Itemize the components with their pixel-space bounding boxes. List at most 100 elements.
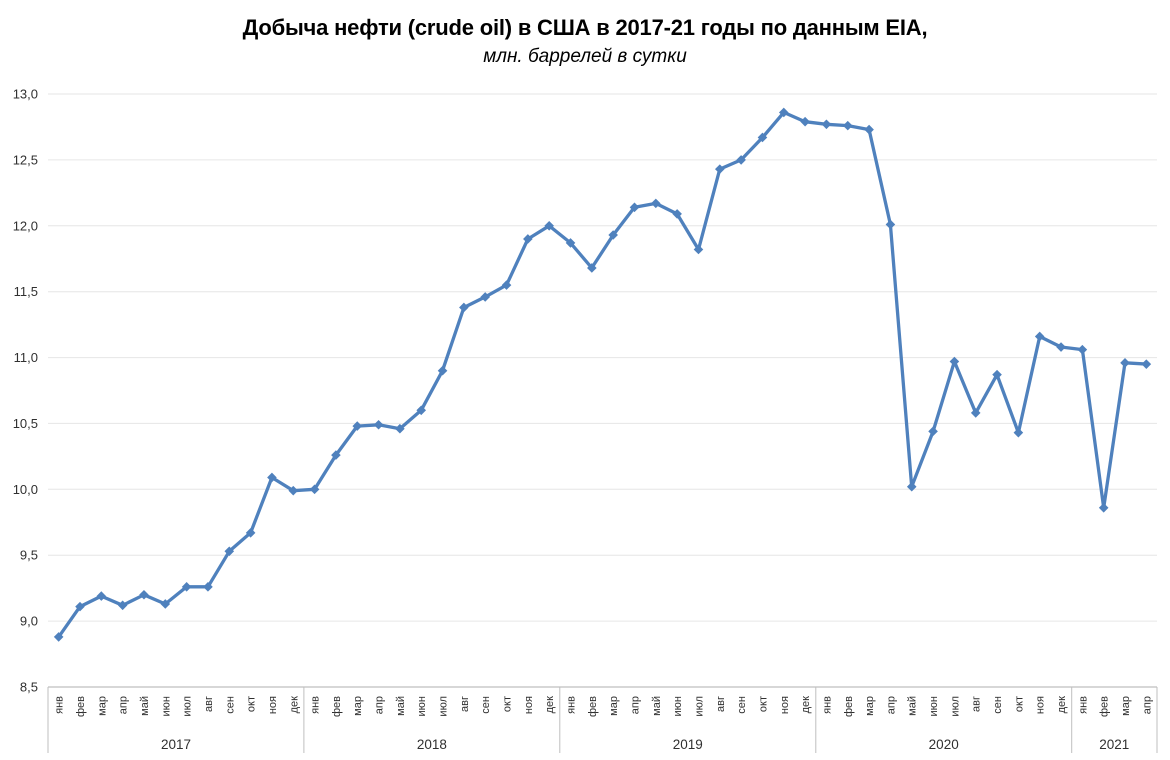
x-year-label: 2017 — [161, 737, 191, 752]
data-point-marker — [608, 230, 618, 240]
data-point-marker — [96, 591, 107, 601]
data-point-marker — [693, 244, 704, 255]
data-point-marker — [203, 582, 213, 592]
x-month-label: апр — [885, 696, 897, 714]
x-month-label: окт — [1013, 696, 1025, 712]
data-point-marker — [267, 472, 277, 483]
chart-title: Добыча нефти (crude oil) в США в 2017-21… — [242, 15, 928, 40]
data-point-marker — [885, 219, 896, 230]
data-point-marker — [928, 426, 938, 437]
x-month-label: дек — [1056, 696, 1068, 714]
y-tick-label: 9,0 — [20, 614, 38, 629]
y-tick-label: 12,5 — [13, 152, 38, 167]
x-month-label: окт — [502, 696, 514, 712]
x-month-label: авг — [715, 696, 727, 712]
x-month-label: ноя — [267, 696, 279, 714]
x-month-label: янв — [310, 696, 322, 714]
data-point-marker — [53, 632, 64, 642]
data-point-marker — [373, 419, 384, 430]
data-point-marker — [245, 528, 256, 538]
data-point-marker — [459, 302, 469, 313]
data-line — [57, 110, 1148, 639]
x-month-label: окт — [246, 696, 258, 712]
x-month-label: июл — [438, 696, 450, 717]
data-point-marker — [651, 198, 661, 209]
data-point-marker — [714, 164, 725, 174]
data-point-marker — [75, 601, 85, 612]
x-month-label: янв — [821, 696, 833, 714]
x-year-label: 2020 — [929, 737, 959, 752]
data-point-marker — [1013, 427, 1024, 438]
x-month-label: мар — [96, 696, 108, 716]
x-month-label: июл — [694, 696, 706, 717]
x-month-label: сен — [480, 696, 492, 714]
x-month-label: июн — [416, 696, 428, 716]
data-point-marker — [331, 450, 341, 460]
x-month-label: июн — [672, 696, 684, 716]
x-month-label: фев — [843, 696, 855, 717]
data-point-marker — [949, 356, 960, 367]
data-point-marker — [416, 405, 427, 416]
data-point-marker — [757, 132, 768, 143]
x-month-label: май — [395, 696, 407, 716]
data-point-marker — [778, 107, 789, 118]
x-month-label: ноя — [779, 696, 791, 714]
y-tick-label: 12,0 — [13, 218, 38, 233]
x-month-label: июн — [160, 696, 172, 716]
x-month-label: апр — [374, 696, 386, 714]
x-month-label: фев — [587, 696, 599, 717]
data-point-marker — [480, 292, 491, 302]
x-month-label: ноя — [523, 696, 535, 714]
data-point-marker — [224, 546, 235, 557]
data-point-marker — [437, 365, 448, 376]
data-point-marker — [523, 234, 533, 244]
x-month-label: сен — [736, 696, 748, 714]
data-point-marker — [544, 220, 554, 231]
x-month-label: мар — [1120, 696, 1132, 716]
x-month-label: фев — [75, 696, 87, 717]
y-tick-label: 11,5 — [14, 284, 38, 299]
y-tick-label: 8,5 — [20, 680, 38, 695]
data-point-marker — [629, 202, 640, 213]
x-month-label: май — [139, 696, 151, 716]
x-month-label: окт — [758, 696, 770, 712]
data-point-marker — [139, 589, 149, 600]
data-point-marker — [288, 485, 299, 496]
x-month-label: дек — [288, 696, 300, 714]
data-point-marker — [800, 116, 810, 127]
x-month-label: июн — [928, 696, 940, 716]
x-year-label: 2019 — [673, 737, 703, 752]
x-month-label: мар — [352, 696, 364, 716]
x-year-label: 2021 — [1099, 737, 1129, 752]
data-point-marker — [906, 481, 917, 492]
x-month-label: авг — [203, 696, 215, 712]
x-month-label: апр — [630, 696, 642, 714]
data-point-marker — [672, 209, 682, 219]
x-month-label: сен — [992, 696, 1004, 714]
data-point-marker — [1120, 358, 1130, 368]
data-point-marker — [565, 238, 576, 248]
data-point-marker — [501, 280, 512, 290]
data-point-marker — [970, 408, 981, 418]
x-month-label: май — [651, 696, 663, 716]
x-month-label: авг — [971, 696, 983, 712]
x-month-label: янв — [54, 696, 66, 714]
y-tick-label: 10,0 — [13, 482, 38, 497]
data-point-marker — [992, 369, 1002, 380]
data-point-marker — [821, 119, 832, 130]
data-point-marker — [1098, 502, 1109, 513]
data-point-marker — [352, 421, 363, 431]
data-point-marker — [1056, 342, 1066, 352]
data-point-marker — [181, 582, 192, 592]
x-month-label: янв — [1077, 696, 1089, 714]
x-year-label: 2018 — [417, 737, 447, 752]
data-point-marker — [864, 124, 874, 135]
x-month-label: май — [907, 696, 919, 716]
y-tick-label: 11,0 — [14, 350, 38, 365]
y-tick-label: 13,0 — [13, 87, 38, 102]
data-point-marker — [160, 599, 171, 609]
x-month-label: апр — [1141, 696, 1153, 714]
data-point-marker — [1141, 359, 1152, 369]
data-point-marker — [842, 120, 853, 131]
